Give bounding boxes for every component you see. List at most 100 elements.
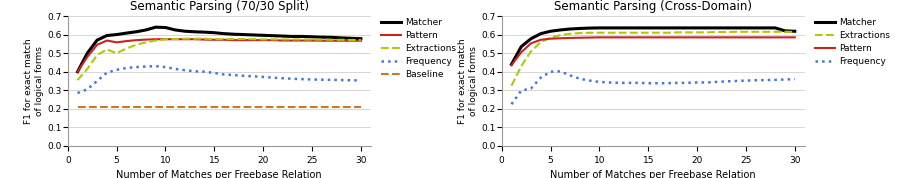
Pattern xyxy=(189,38,200,40)
Frequency xyxy=(160,66,171,68)
Pattern xyxy=(535,39,545,41)
Extractions xyxy=(277,38,288,40)
Frequency xyxy=(672,82,683,84)
Pattern xyxy=(672,36,683,38)
Line: Extractions: Extractions xyxy=(511,32,794,86)
Pattern xyxy=(101,40,112,42)
Extractions xyxy=(326,39,337,41)
Pattern xyxy=(681,36,692,38)
Frequency xyxy=(228,74,239,76)
Line: Pattern: Pattern xyxy=(78,39,360,72)
Pattern xyxy=(564,37,575,39)
Legend: Matcher, Extractions, Pattern, Frequency: Matcher, Extractions, Pattern, Frequency xyxy=(815,18,889,66)
Pattern xyxy=(267,39,278,41)
Matcher xyxy=(199,31,209,33)
Extractions xyxy=(91,54,102,56)
Frequency xyxy=(296,78,307,80)
Baseline xyxy=(287,106,298,108)
Frequency xyxy=(247,75,258,77)
Pattern xyxy=(287,40,298,42)
Baseline xyxy=(277,106,288,108)
Pattern xyxy=(306,40,317,42)
Frequency xyxy=(545,71,555,73)
Extractions xyxy=(749,31,760,33)
Matcher xyxy=(306,36,317,38)
Frequency xyxy=(140,66,151,68)
Matcher xyxy=(564,28,575,30)
Frequency xyxy=(506,103,517,105)
Frequency xyxy=(769,79,780,81)
Matcher xyxy=(593,27,604,29)
Matcher xyxy=(180,30,191,32)
Line: Frequency: Frequency xyxy=(78,66,360,93)
Matcher xyxy=(554,29,565,31)
Frequency xyxy=(111,69,122,71)
Baseline xyxy=(101,106,112,108)
Baseline xyxy=(170,106,181,108)
Frequency xyxy=(150,65,161,67)
Matcher xyxy=(701,27,712,29)
Matcher xyxy=(769,27,780,29)
Pattern xyxy=(238,39,249,41)
Matcher xyxy=(691,27,702,29)
Matcher xyxy=(336,37,347,39)
Extractions xyxy=(121,47,132,49)
Frequency xyxy=(101,72,112,74)
Extractions xyxy=(82,68,93,70)
Pattern xyxy=(247,39,258,41)
Frequency xyxy=(642,82,653,84)
Frequency xyxy=(121,67,132,69)
Pattern xyxy=(219,39,229,41)
Legend: Matcher, Pattern, Extractions, Frequency, Baseline: Matcher, Pattern, Extractions, Frequency… xyxy=(381,18,456,79)
Extractions xyxy=(730,31,740,33)
Pattern xyxy=(345,40,356,42)
Frequency xyxy=(219,73,229,75)
Frequency xyxy=(267,77,278,79)
Matcher xyxy=(316,36,327,38)
Frequency xyxy=(199,71,209,73)
Extractions xyxy=(306,38,317,41)
Baseline xyxy=(189,106,200,108)
Extractions xyxy=(525,50,535,52)
Extractions xyxy=(691,31,702,33)
Pattern xyxy=(506,64,517,66)
Frequency xyxy=(257,76,268,78)
Frequency xyxy=(209,72,219,74)
Extractions xyxy=(160,38,171,40)
Frequency xyxy=(778,78,789,81)
Frequency xyxy=(72,92,83,94)
Pattern xyxy=(91,44,102,46)
Baseline xyxy=(345,106,356,108)
Pattern xyxy=(199,38,209,41)
Extractions xyxy=(603,32,614,34)
Baseline xyxy=(219,106,229,108)
Pattern xyxy=(603,36,614,38)
Matcher xyxy=(277,35,288,37)
Extractions xyxy=(613,32,624,34)
Frequency xyxy=(326,79,337,81)
X-axis label: Number of Matches per Freebase Relation: Number of Matches per Freebase Relation xyxy=(116,170,321,178)
Frequency xyxy=(622,82,633,84)
Matcher xyxy=(642,27,653,29)
Frequency xyxy=(613,82,624,84)
Extractions xyxy=(238,38,249,40)
Matcher xyxy=(131,31,142,33)
Baseline xyxy=(228,106,239,108)
Frequency xyxy=(189,70,200,72)
Extractions xyxy=(516,65,526,67)
Matcher xyxy=(583,27,594,29)
Extractions xyxy=(632,32,643,34)
Matcher xyxy=(287,35,298,38)
Pattern xyxy=(82,56,93,58)
Extractions xyxy=(701,31,712,33)
Pattern xyxy=(160,38,171,40)
Frequency xyxy=(277,77,288,79)
Extractions xyxy=(267,38,278,40)
Extractions xyxy=(345,39,356,41)
Matcher xyxy=(740,27,750,29)
Y-axis label: F1 for exact match
of logical forms: F1 for exact match of logical forms xyxy=(23,38,44,124)
Matcher xyxy=(652,27,663,29)
Matcher xyxy=(91,39,102,41)
Pattern xyxy=(593,36,604,38)
Pattern xyxy=(277,40,288,42)
